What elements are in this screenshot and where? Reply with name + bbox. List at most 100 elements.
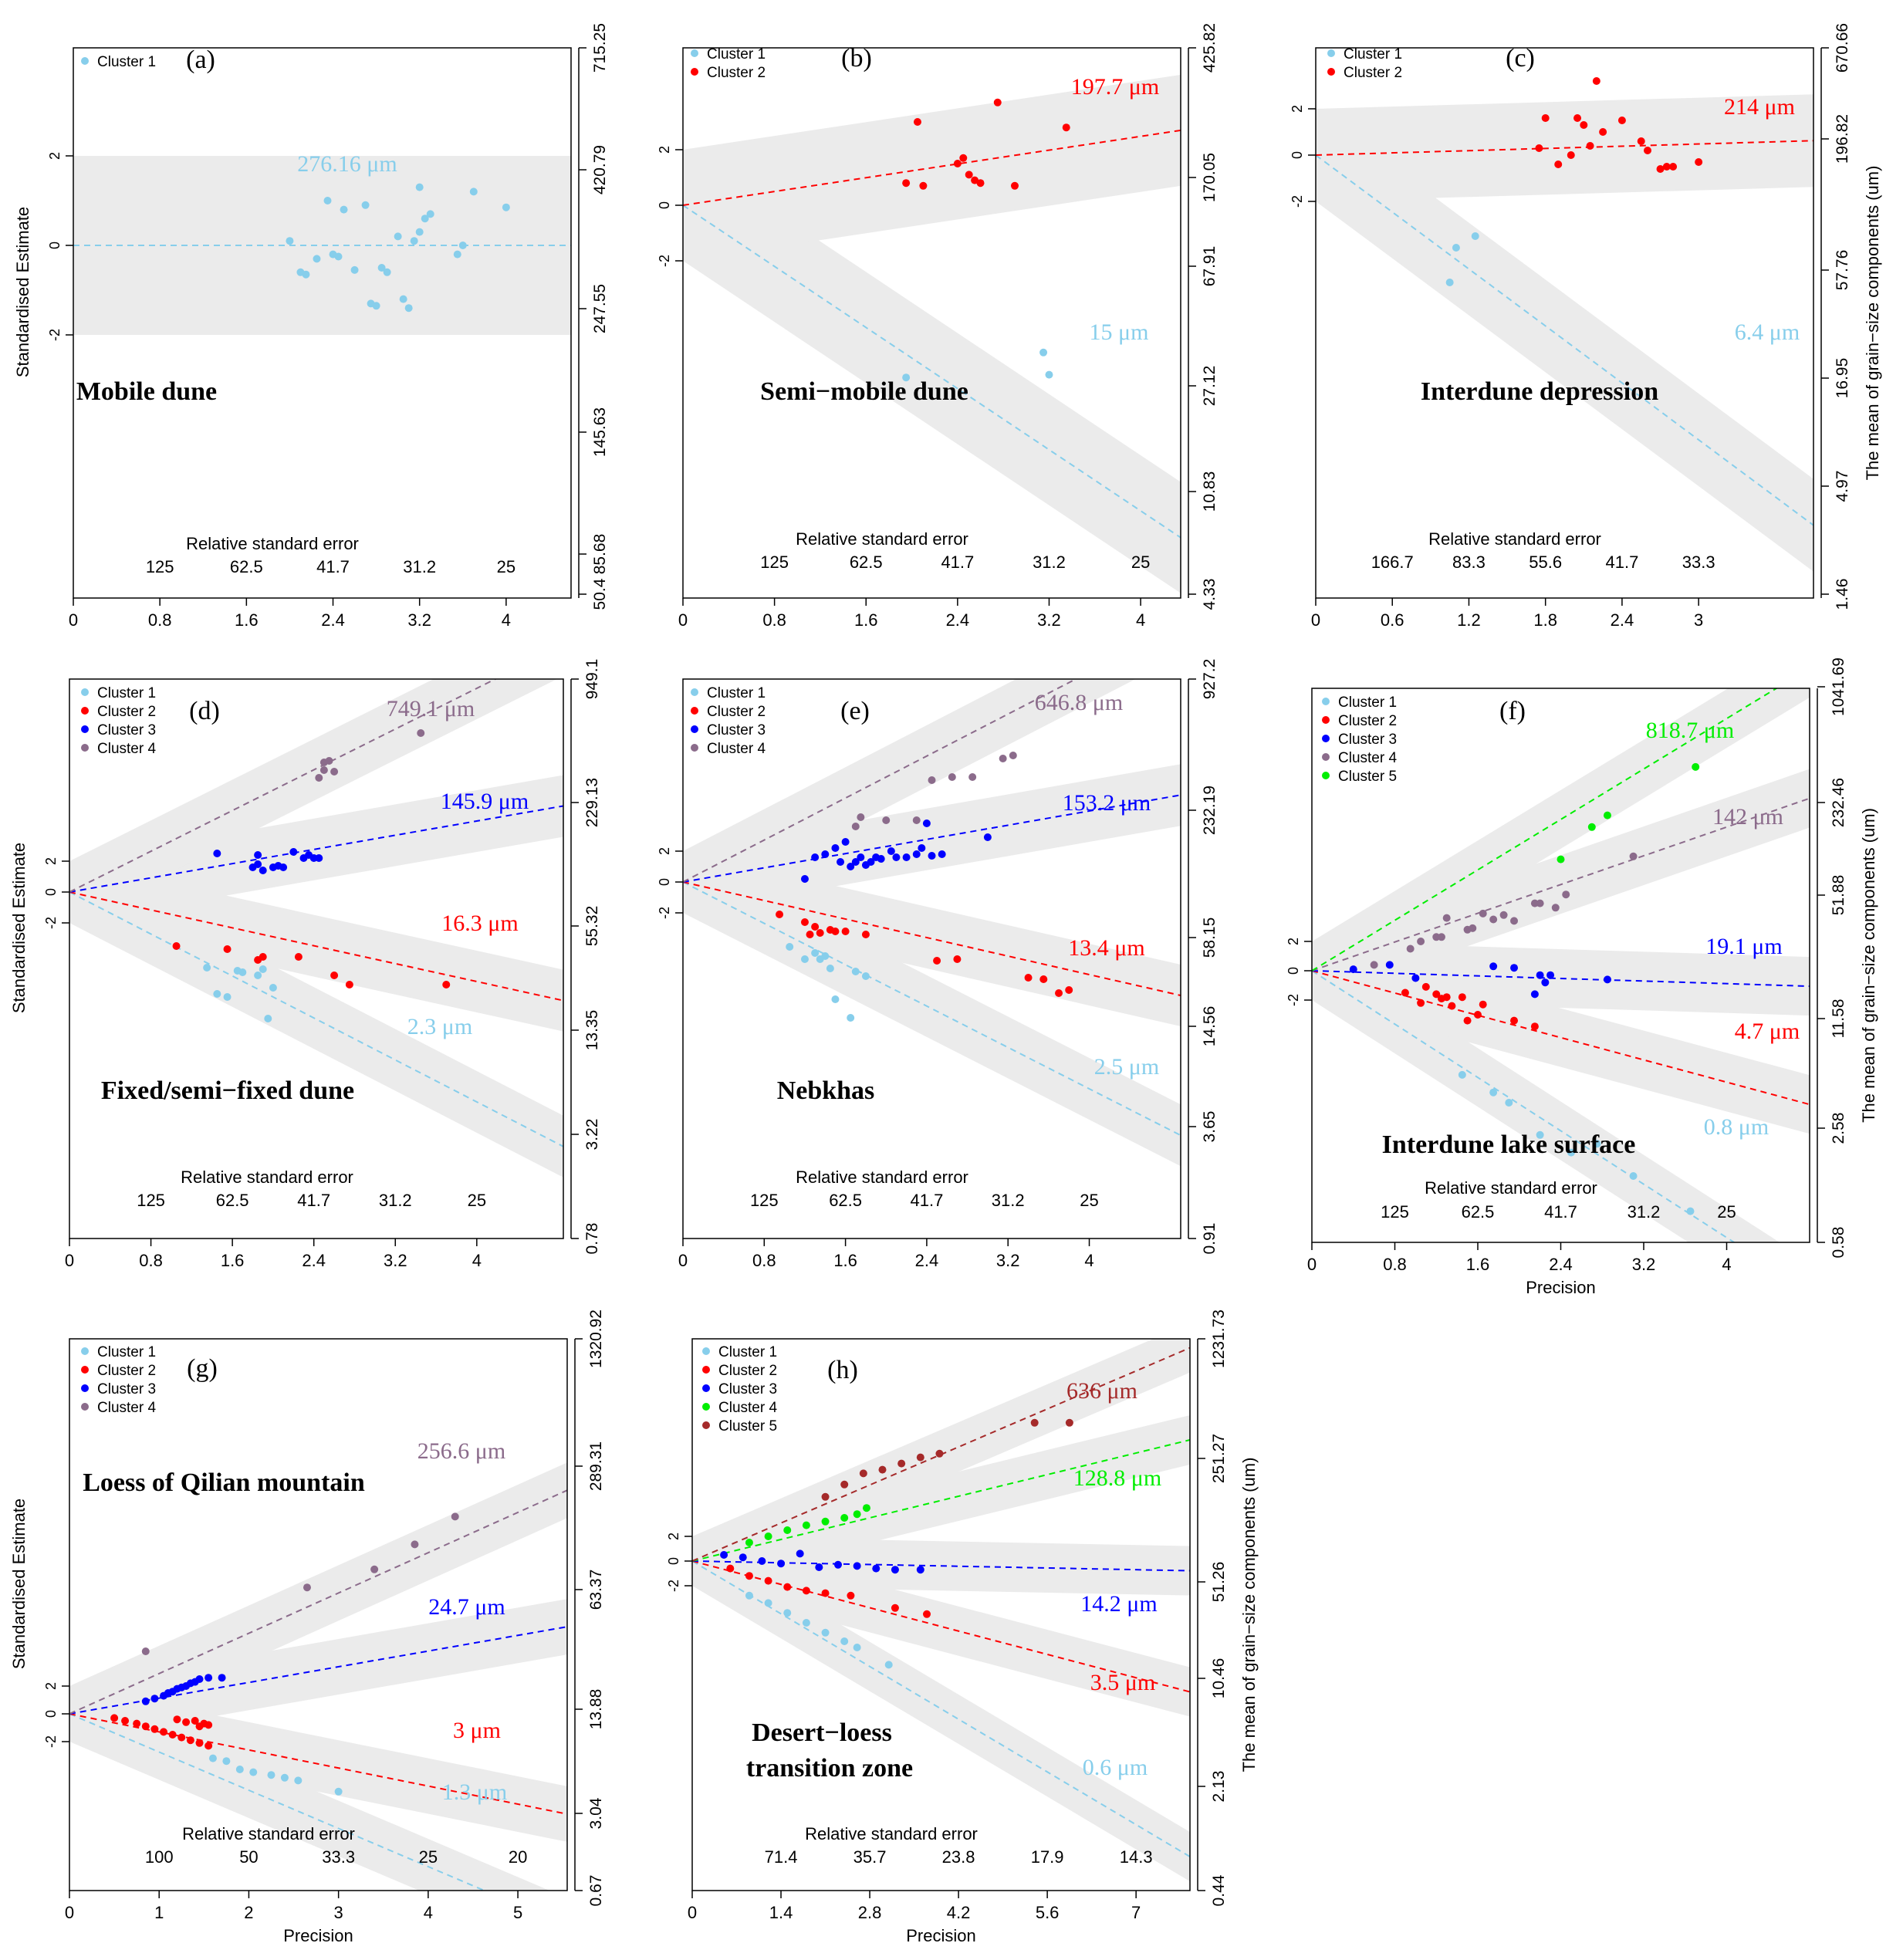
data-point <box>1479 1000 1487 1009</box>
rse-tick-label: 41.7 <box>316 557 350 576</box>
legend-entry: Cluster 4 <box>1338 750 1397 766</box>
rse-tick-label: 25 <box>1131 553 1150 572</box>
data-point <box>1541 114 1550 122</box>
site-title: Fixed/semi−fixed dune <box>101 1076 354 1105</box>
data-point <box>1011 181 1019 190</box>
data-point <box>851 858 860 866</box>
legend-entry: Cluster 1 <box>707 685 766 701</box>
plot-area <box>683 74 1181 593</box>
right-tick-label: 0.58 <box>1830 1227 1847 1259</box>
data-point <box>394 232 402 241</box>
data-point <box>421 215 429 223</box>
data-point <box>222 1757 231 1766</box>
x-tick-label: 4 <box>1084 1251 1093 1270</box>
data-point <box>1411 974 1420 982</box>
x-tick-label: 1.6 <box>833 1251 857 1270</box>
x-tick-label: 2.4 <box>946 610 970 630</box>
data-point <box>294 1776 303 1785</box>
legend-entry: Cluster 5 <box>1338 769 1397 785</box>
cluster-mean-label: 153.2 μm <box>1063 790 1151 816</box>
data-point <box>1349 965 1357 974</box>
rse-tick-label: 25 <box>1717 1202 1736 1222</box>
data-point <box>1541 978 1550 987</box>
data-point <box>1567 151 1575 159</box>
rse-tick-label: 31.2 <box>1033 553 1066 572</box>
data-point <box>1530 990 1539 999</box>
confidence-band-cluster-4 <box>692 1415 1190 1586</box>
right-tick-label: 0.67 <box>587 1875 605 1907</box>
data-point <box>976 179 985 188</box>
y-tick-label: -2 <box>657 255 672 267</box>
x-tick-label: 1.6 <box>221 1251 245 1270</box>
data-point <box>1599 128 1607 136</box>
x-tick-label: 0.6 <box>1381 610 1404 630</box>
data-point <box>1417 999 1425 1007</box>
data-point <box>319 766 328 774</box>
cluster-mean-label: 276.16 μm <box>297 151 397 177</box>
data-point <box>831 844 840 852</box>
data-point <box>745 1539 753 1546</box>
data-point <box>1062 123 1070 132</box>
data-point <box>1499 911 1508 919</box>
data-point <box>1469 924 1477 932</box>
legend-entry: Cluster 5 <box>718 1418 777 1435</box>
data-point <box>897 1459 906 1468</box>
data-point <box>857 813 865 821</box>
rse-tick-label: 62.5 <box>216 1191 249 1210</box>
y-tick-label: -2 <box>657 907 672 919</box>
rse-tick-label: 71.4 <box>765 1847 798 1867</box>
data-point <box>1603 975 1611 984</box>
rse-tick-label: 62.5 <box>230 557 263 576</box>
x-tick-label: 0 <box>688 1903 697 1922</box>
data-point <box>195 1739 204 1747</box>
data-point <box>935 1449 944 1458</box>
legend-entry: Cluster 1 <box>707 46 766 63</box>
data-point <box>1024 974 1033 982</box>
panel-b: 0 0.8 1.6 2.4 3.2 4 Relative standard error 125… <box>657 23 1219 630</box>
data-point <box>815 1563 823 1571</box>
data-point <box>370 1565 379 1573</box>
rse-title: Relative standard error <box>796 1168 968 1187</box>
rse-tick-label: 41.7 <box>911 1191 944 1210</box>
rse-tick-label: 25 <box>468 1191 486 1210</box>
x-tick-label: 2.4 <box>915 1251 939 1270</box>
y-axis-label: Standardised Estimate <box>9 843 29 1013</box>
data-point <box>1385 961 1394 969</box>
data-point <box>411 1540 419 1549</box>
rse-tick-label: 31.2 <box>379 1191 412 1210</box>
data-point <box>902 179 911 188</box>
y-axis-label: Standardised Estimate <box>9 1499 29 1669</box>
panel-label: (f) <box>1499 697 1526 725</box>
mean-line-cluster-3 <box>692 1560 1190 1572</box>
data-point <box>1692 762 1700 771</box>
y-tick-label: 2 <box>43 1682 59 1690</box>
data-point <box>313 255 321 263</box>
legend-entry: Cluster 2 <box>707 65 766 81</box>
rse-tick-label: 125 <box>760 553 789 572</box>
data-point <box>182 1718 191 1726</box>
data-point <box>1593 1140 1601 1148</box>
data-point <box>294 953 303 961</box>
cluster-mean-label: 14.2 μm <box>1080 1591 1157 1617</box>
cluster-mean-label: 4.7 μm <box>1735 1019 1800 1044</box>
right-tick-label: 85.68 <box>591 534 609 575</box>
x-tick-label: 4 <box>1722 1255 1731 1274</box>
cluster-mean-label: 3.5 μm <box>1090 1670 1155 1695</box>
rse-tick-label: 166.7 <box>1371 553 1414 572</box>
x-tick-label: 3.2 <box>1037 610 1061 630</box>
legend-marker <box>81 1347 89 1355</box>
data-point <box>1592 77 1600 85</box>
plot-area <box>692 1339 1190 1882</box>
data-point <box>919 181 928 190</box>
x-tick-label: 0.8 <box>1383 1255 1407 1274</box>
rse-tick-label: 31.2 <box>403 557 436 576</box>
data-point <box>837 858 845 866</box>
cluster-mean-label: 2.5 μm <box>1094 1054 1159 1080</box>
x-tick-label: 3.2 <box>1632 1255 1656 1274</box>
data-point <box>833 1560 842 1569</box>
data-point <box>831 995 840 1003</box>
right-tick-label: 232.19 <box>1201 786 1219 835</box>
right-tick-label: 51.26 <box>1210 1562 1228 1603</box>
data-point <box>999 755 1007 762</box>
